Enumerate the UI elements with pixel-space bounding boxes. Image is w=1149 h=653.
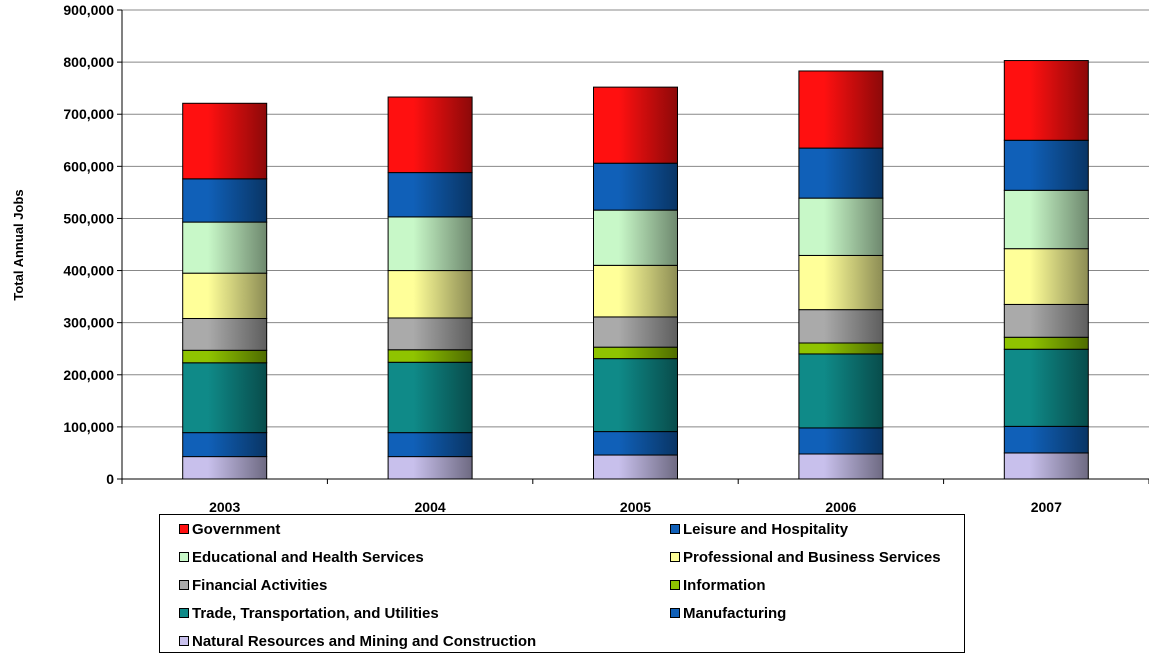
x-tick-label: 2006 (825, 499, 856, 512)
legend-item: Information (670, 576, 766, 594)
y-axis-title: Total Annual Jobs (11, 189, 26, 300)
bar-segment (593, 431, 678, 456)
legend-swatch (670, 552, 680, 562)
legend-label: Leisure and Hospitality (683, 520, 849, 538)
x-tick-label: 2005 (620, 499, 651, 512)
bar-segment (387, 317, 473, 351)
legend-label: Government (192, 520, 281, 538)
y-tick-label: 0 (106, 471, 114, 487)
legend-swatch (179, 552, 189, 562)
bar-segment (1003, 248, 1089, 305)
legend-item: Professional and Business Services (670, 548, 941, 566)
y-tick-label: 100,000 (63, 419, 114, 435)
legend-item: Manufacturing (670, 604, 786, 622)
axes: 0 100,000 200,000 300,000 400,000 500,000 600,… (63, 2, 1149, 512)
legend-label: Manufacturing (683, 604, 787, 622)
legend-item: Trade, Transportation, and Utilities (179, 604, 439, 622)
y-tick-label: 500,000 (63, 210, 114, 226)
bar-segment (798, 254, 884, 311)
legend-label: Professional and Business Services (683, 548, 941, 566)
legend-item: Educational and Health Services (179, 548, 424, 566)
bar-segment (798, 70, 884, 149)
x-tick-label: 2003 (209, 499, 240, 512)
bar-segment (182, 221, 268, 274)
bar-segment (182, 102, 268, 180)
bar-segment (182, 362, 268, 434)
y-tick-label: 300,000 (63, 315, 114, 331)
bar-segment (1003, 336, 1089, 350)
x-tick-label: 2004 (415, 499, 446, 512)
bar-segment (593, 316, 678, 348)
bar-segment (798, 309, 884, 344)
legend-swatch (670, 524, 680, 534)
bar-segment (798, 427, 884, 455)
bar-segment (593, 209, 678, 266)
legend-swatch (670, 580, 680, 590)
bar-segment (182, 272, 268, 319)
y-tick-label: 600,000 (63, 158, 114, 174)
bar-segment (182, 456, 268, 480)
bar-segment (387, 96, 473, 174)
bars (182, 60, 1089, 480)
legend-swatch (179, 580, 189, 590)
bar-segment (798, 453, 884, 480)
y-tick-label: 200,000 (63, 367, 114, 383)
legend-swatch (179, 524, 189, 534)
bar-segment (387, 270, 473, 319)
bar-segment (182, 178, 268, 223)
bar-segment (182, 432, 268, 458)
bar-segment (798, 197, 884, 256)
bar-segment (387, 432, 473, 458)
bar-segment (387, 456, 473, 480)
y-tick-label: 800,000 (63, 54, 114, 70)
bar-segment (593, 346, 678, 360)
legend-item: Natural Resources and Mining and Constru… (179, 632, 536, 650)
bar-segment (1003, 139, 1089, 191)
bar-segment (182, 349, 268, 364)
bar-segment (798, 353, 884, 429)
legend-label: Natural Resources and Mining and Constru… (192, 632, 537, 650)
bar-segment (1003, 303, 1089, 338)
stacked-bar-chart: 0 100,000 200,000 300,000 400,000 500,000 600,… (11, 2, 1149, 512)
bar-segment (1003, 452, 1089, 480)
legend-item: Government (179, 520, 280, 538)
bar-segment (593, 358, 678, 433)
y-tick-label: 400,000 (63, 263, 114, 279)
bar-segment (593, 86, 678, 164)
legend-label: Educational and Health Services (192, 548, 424, 566)
bar-segment (593, 454, 678, 480)
bar-segment (387, 349, 473, 363)
legend-swatch (179, 608, 189, 618)
bar-segment (387, 361, 473, 434)
y-tick-label: 700,000 (63, 106, 114, 122)
bar-segment (593, 162, 678, 211)
bar-segment (387, 172, 473, 218)
y-tick-label: 900,000 (63, 2, 114, 18)
bar-segment (182, 317, 268, 351)
legend-label: Financial Activities (192, 576, 328, 594)
bar-segment (1003, 60, 1089, 141)
legend-label: Information (683, 576, 766, 594)
bar-segment (387, 216, 473, 272)
x-tick-label: 2007 (1031, 499, 1062, 512)
legend-label: Trade, Transportation, and Utilities (192, 604, 439, 622)
legend-item: Leisure and Hospitality (670, 520, 848, 538)
bar-segment (798, 342, 884, 355)
chart-legend: Government Leisure and Hospitality Educati… (159, 514, 965, 653)
bar-segment (1003, 348, 1089, 427)
legend-swatch (179, 636, 189, 646)
legend-swatch (670, 608, 680, 618)
bar-segment (798, 147, 884, 199)
legend-item: Financial Activities (179, 576, 327, 594)
bar-segment (1003, 425, 1089, 454)
bar-segment (1003, 189, 1089, 250)
bar-segment (593, 264, 678, 318)
